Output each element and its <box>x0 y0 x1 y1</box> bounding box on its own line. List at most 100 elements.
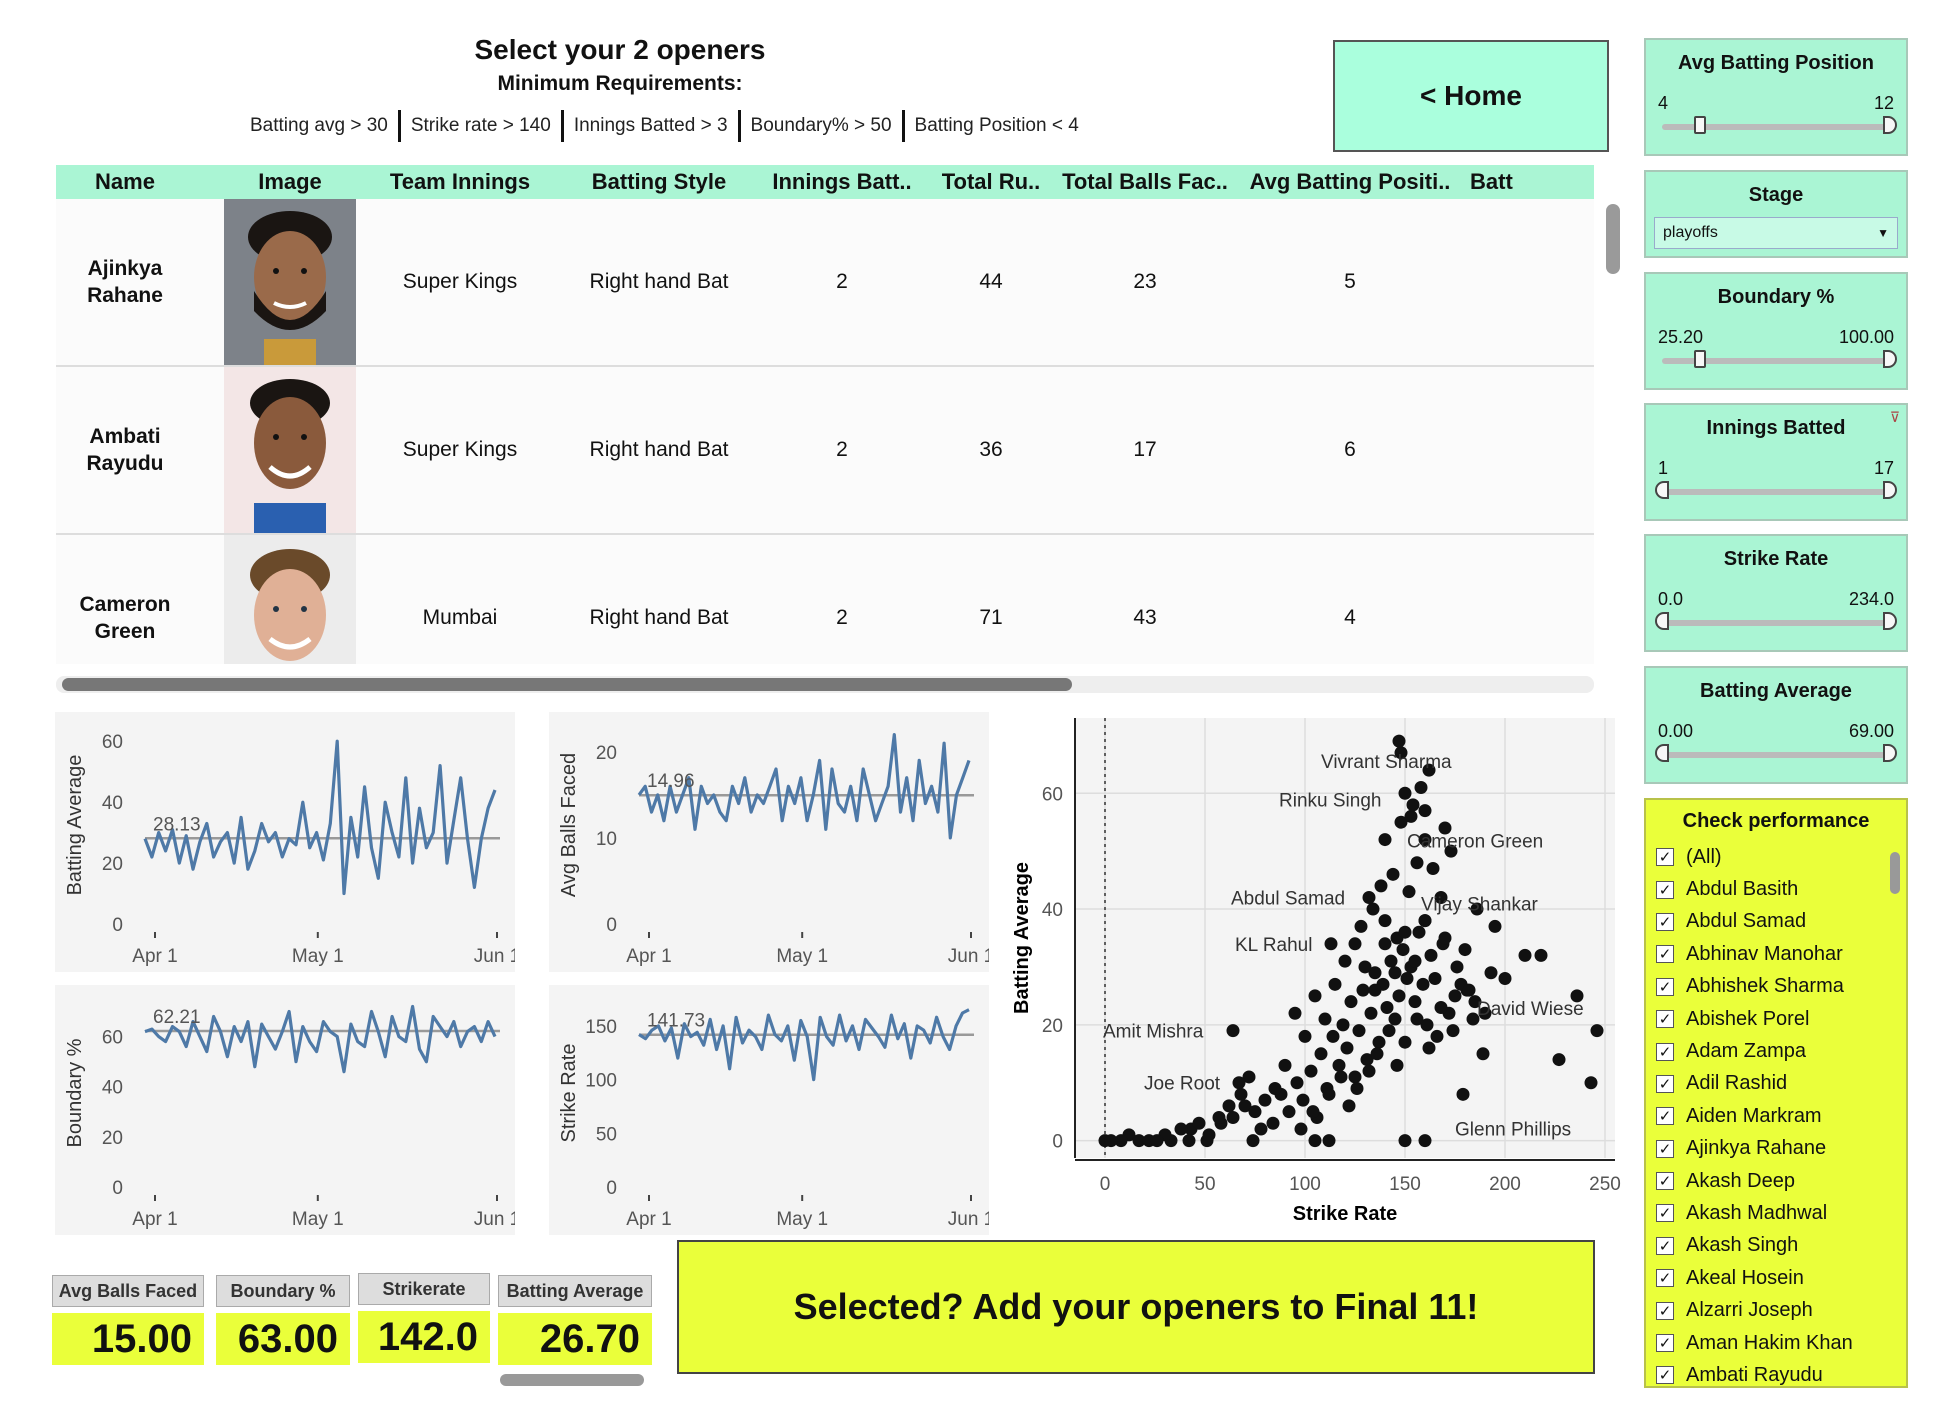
range-slider-track[interactable] <box>1655 612 1897 630</box>
checkbox-checked-icon[interactable]: ✓ <box>1656 1269 1674 1288</box>
data-point <box>1450 960 1464 974</box>
checklist-item[interactable]: ✓ (All) <box>1646 841 1906 873</box>
stage-dropdown[interactable]: playoffs ▼ <box>1654 217 1898 249</box>
avg-balls-faced-trend-chart[interactable]: Avg Balls Faced 0 10 20 Apr 1 May 1 Jun 1 14.96 <box>549 712 989 972</box>
y-axis-title: Strike Rate <box>558 1044 580 1143</box>
checklist-item[interactable]: ✓ Akash Singh <box>1646 1230 1906 1262</box>
filter-title: Batting Average <box>1700 680 1852 702</box>
slider-min-handle[interactable] <box>1693 350 1706 368</box>
checkbox-checked-icon[interactable]: ✓ <box>1656 1366 1674 1385</box>
range-slider-track[interactable] <box>1662 350 1897 368</box>
slider-min-handle[interactable] <box>1693 116 1706 134</box>
x-axis-title: Strike Rate <box>1293 1203 1398 1225</box>
column-header-runs[interactable]: Total Ru.. <box>941 169 1041 194</box>
column-header-batting[interactable]: Batt <box>1470 169 1513 194</box>
filter-title: Check performance <box>1682 810 1870 832</box>
checkbox-checked-icon[interactable]: ✓ <box>1656 1107 1674 1126</box>
table-row[interactable]: Cameron Green Mumbai Right hand Bat 2 71… <box>56 535 1594 664</box>
clear-filter-icon[interactable]: ⊽ <box>1889 409 1900 425</box>
checkbox-checked-icon[interactable]: ✓ <box>1656 880 1674 899</box>
slider-max-handle[interactable] <box>1883 612 1897 630</box>
checklist-scrollbar[interactable] <box>1890 852 1900 894</box>
checkbox-checked-icon[interactable]: ✓ <box>1656 1074 1674 1093</box>
range-min: 0.00 <box>1658 721 1694 741</box>
table-row[interactable]: Ambati Rayudu Super Kings Right hand Bat… <box>56 367 1594 535</box>
data-point <box>1386 867 1400 881</box>
data-point <box>1378 833 1392 847</box>
table-horizontal-scrollbar[interactable] <box>62 678 1072 691</box>
total-runs: 36 <box>979 438 1003 461</box>
batting-average-trend-chart[interactable]: Batting Average 0 20 40 60 Apr 1 May 1 Jun 1 28.… <box>55 712 515 972</box>
checkbox-checked-icon[interactable]: ✓ <box>1656 1010 1674 1029</box>
strike-rate-trend-chart[interactable]: Strike Rate 0 50 100 150 Apr 1 May 1 Jun 1 141.7… <box>549 985 989 1235</box>
checklist-item[interactable]: ✓ Ambati Rayudu <box>1646 1359 1906 1386</box>
data-point <box>1348 1070 1362 1084</box>
checkbox-checked-icon[interactable]: ✓ <box>1656 1236 1674 1255</box>
kpi-strikerate: Strikerate 142.0 <box>358 1273 490 1363</box>
range-slider-track[interactable] <box>1655 481 1897 499</box>
checklist-item[interactable]: ✓ Adil Rashid <box>1646 1068 1906 1100</box>
checklist-item-label: Abdul Samad <box>1686 910 1807 933</box>
column-header-position[interactable]: Avg Batting Positi.. <box>1249 169 1451 194</box>
y-tick-label: 0 <box>112 1178 123 1199</box>
slider-max-handle[interactable] <box>1883 350 1897 368</box>
checklist-item[interactable]: ✓ Abishek Porel <box>1646 1003 1906 1035</box>
checklist-item[interactable]: ✓ Alzarri Joseph <box>1646 1294 1906 1326</box>
checklist-item[interactable]: ✓ Abhishek Sharma <box>1646 971 1906 1003</box>
checkbox-checked-icon[interactable]: ✓ <box>1656 1204 1674 1223</box>
slider-min-handle[interactable] <box>1655 612 1669 630</box>
range-slider-track[interactable] <box>1655 744 1897 762</box>
column-header-batting-style[interactable]: Batting Style <box>591 169 727 194</box>
checklist-item[interactable]: ✓ Abdul Samad <box>1646 906 1906 938</box>
strike-rate-vs-batting-average-scatter[interactable]: 0 50 100 150 200 250 0 20 40 60 Strike Rate Batting… <box>1000 708 1625 1228</box>
x-tick-label: May 1 <box>292 946 344 967</box>
checklist-item-label: Akash Singh <box>1686 1234 1799 1257</box>
player-name: Ambati Rayudu <box>86 425 164 475</box>
checkbox-checked-icon[interactable]: ✓ <box>1656 977 1674 996</box>
checkbox-checked-icon[interactable]: ✓ <box>1656 912 1674 931</box>
slider-max-handle[interactable] <box>1883 481 1897 499</box>
add-openers-button[interactable]: Selected? Add your openers to Final 11! <box>677 1240 1595 1374</box>
column-header-name[interactable]: Name <box>95 169 155 194</box>
slider-min-handle[interactable] <box>1655 481 1669 499</box>
range-slider-track[interactable] <box>1662 116 1897 134</box>
column-header-balls[interactable]: Total Balls Fac.. <box>1062 169 1228 194</box>
checkbox-checked-icon[interactable]: ✓ <box>1656 1042 1674 1061</box>
table-vertical-scrollbar[interactable] <box>1606 204 1620 274</box>
column-header-image[interactable]: Image <box>258 169 322 194</box>
data-point <box>1570 989 1584 1003</box>
checklist-item[interactable]: ✓ Akeal Hosein <box>1646 1262 1906 1294</box>
player-photo <box>224 367 356 533</box>
player-photo <box>224 535 356 664</box>
checklist-item[interactable]: ✓ Ajinkya Rahane <box>1646 1133 1906 1165</box>
checklist-item[interactable]: ✓ Abdul Basith <box>1646 873 1906 905</box>
checkbox-checked-icon[interactable]: ✓ <box>1656 1139 1674 1158</box>
kpi-value: 63.00 <box>216 1313 350 1365</box>
checklist-item[interactable]: ✓ Abhinav Manohar <box>1646 938 1906 970</box>
slider-min-handle[interactable] <box>1655 744 1669 762</box>
checklist-item[interactable]: ✓ Aiden Markram <box>1646 1100 1906 1132</box>
checklist-item[interactable]: ✓ Adam Zampa <box>1646 1035 1906 1067</box>
slider-max-handle[interactable] <box>1883 116 1897 134</box>
slider-max-handle[interactable] <box>1883 744 1897 762</box>
checkbox-checked-icon[interactable]: ✓ <box>1656 945 1674 964</box>
checklist-item[interactable]: ✓ Aman Hakim Khan <box>1646 1327 1906 1359</box>
data-point <box>1408 995 1422 1009</box>
checkbox-checked-icon[interactable]: ✓ <box>1656 1334 1674 1353</box>
checkbox-checked-icon[interactable]: ✓ <box>1656 1172 1674 1191</box>
table-row[interactable]: Ajinkya Rahane Super Kings Right hand Ba… <box>56 199 1594 367</box>
total-runs: 71 <box>979 606 1003 629</box>
checkbox-checked-icon[interactable]: ✓ <box>1656 1301 1674 1320</box>
series-line <box>144 1004 497 1074</box>
kpi-scrollbar[interactable] <box>500 1374 644 1386</box>
checklist-item[interactable]: ✓ Akash Madhwal <box>1646 1197 1906 1229</box>
innings-batted: 2 <box>836 606 848 629</box>
column-header-team[interactable]: Team Innings <box>389 169 531 194</box>
filter-title: Boundary % <box>1717 286 1835 308</box>
y-tick-label: 40 <box>1042 900 1063 921</box>
checklist-item[interactable]: ✓ Akash Deep <box>1646 1165 1906 1197</box>
checkbox-checked-icon[interactable]: ✓ <box>1656 848 1674 867</box>
boundary-percent-trend-chart[interactable]: Boundary % 0 20 40 60 Apr 1 May 1 Jun 1 62.21 <box>55 985 515 1235</box>
home-button[interactable]: < Home <box>1333 40 1609 152</box>
column-header-innings[interactable]: Innings Batt.. <box>772 169 912 194</box>
